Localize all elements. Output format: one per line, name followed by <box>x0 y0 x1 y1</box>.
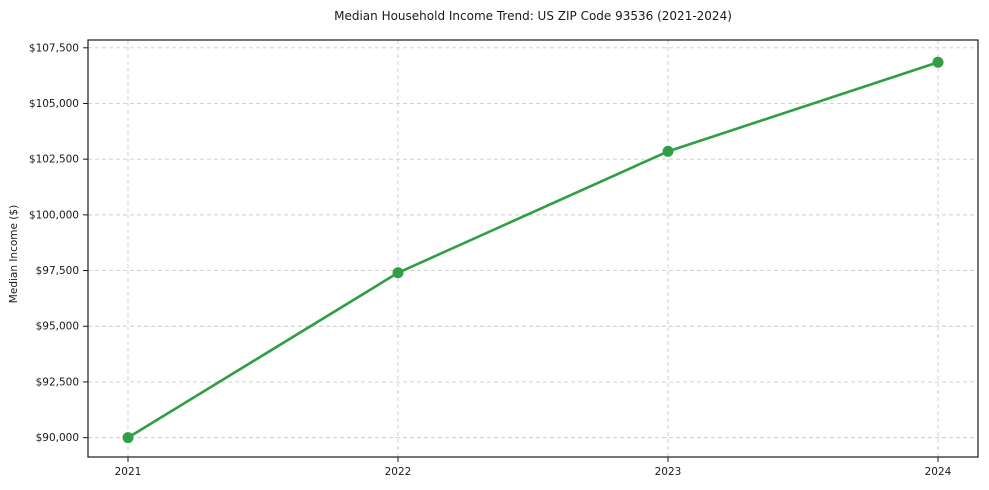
y-tick-label: $105,000 <box>29 98 79 110</box>
y-tick-label: $95,000 <box>36 321 79 333</box>
chart-title: Median Household Income Trend: US ZIP Co… <box>334 9 732 23</box>
y-tick-label: $90,000 <box>36 432 79 444</box>
plot-frame <box>87 39 979 458</box>
y-tick-label: $100,000 <box>29 209 79 221</box>
data-point-2022 <box>392 267 404 279</box>
y-tick-label: $97,500 <box>36 265 79 277</box>
trend-line <box>126 60 940 439</box>
x-tick-label: 2023 <box>655 466 682 478</box>
data-point-2023 <box>662 145 674 157</box>
x-tick-label: 2021 <box>115 466 142 478</box>
y-tick-label: $107,500 <box>29 42 79 54</box>
data-point-2024 <box>932 56 944 68</box>
y-tick-label: $92,500 <box>36 376 79 388</box>
x-tick-label: 2022 <box>385 466 412 478</box>
x-tick-label: 2024 <box>925 466 952 478</box>
data-point-2021 <box>122 432 134 444</box>
y-tick-label: $102,500 <box>29 154 79 166</box>
